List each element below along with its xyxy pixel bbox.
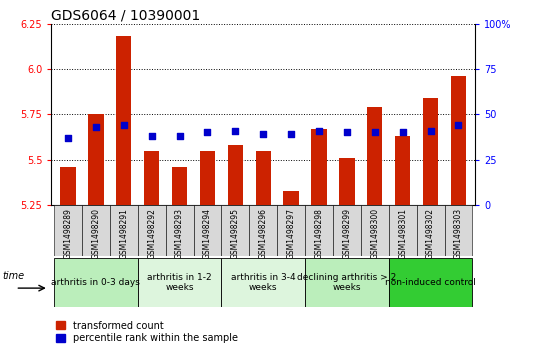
- FancyBboxPatch shape: [305, 205, 333, 256]
- Text: GSM1498295: GSM1498295: [231, 208, 240, 258]
- Point: [315, 128, 323, 134]
- FancyBboxPatch shape: [417, 205, 444, 256]
- Text: GDS6064 / 10390001: GDS6064 / 10390001: [51, 8, 200, 23]
- Bar: [60, 167, 76, 205]
- Bar: [312, 129, 327, 205]
- FancyBboxPatch shape: [389, 205, 417, 256]
- FancyBboxPatch shape: [389, 258, 472, 307]
- Point: [399, 130, 407, 135]
- Point: [287, 131, 295, 137]
- Bar: [423, 98, 438, 205]
- FancyBboxPatch shape: [277, 205, 305, 256]
- FancyBboxPatch shape: [82, 205, 110, 256]
- Legend: transformed count, percentile rank within the sample: transformed count, percentile rank withi…: [56, 321, 238, 343]
- Point: [119, 122, 128, 128]
- Text: GSM1498291: GSM1498291: [119, 208, 129, 258]
- Bar: [395, 136, 410, 205]
- Text: GSM1498292: GSM1498292: [147, 208, 156, 258]
- Point: [231, 128, 240, 134]
- Text: arthritis in 3-4
weeks: arthritis in 3-4 weeks: [231, 273, 295, 292]
- Text: GSM1498299: GSM1498299: [342, 208, 352, 258]
- FancyBboxPatch shape: [138, 205, 166, 256]
- FancyBboxPatch shape: [54, 205, 82, 256]
- FancyBboxPatch shape: [54, 258, 138, 307]
- Bar: [88, 114, 104, 205]
- FancyBboxPatch shape: [305, 258, 389, 307]
- FancyBboxPatch shape: [193, 205, 221, 256]
- Text: GSM1498303: GSM1498303: [454, 208, 463, 259]
- Text: time: time: [3, 272, 25, 281]
- Text: GSM1498290: GSM1498290: [91, 208, 100, 258]
- Bar: [172, 167, 187, 205]
- FancyBboxPatch shape: [221, 258, 305, 307]
- Bar: [144, 151, 159, 205]
- Bar: [339, 158, 355, 205]
- Point: [147, 133, 156, 139]
- FancyBboxPatch shape: [333, 205, 361, 256]
- Bar: [367, 107, 382, 205]
- Point: [203, 130, 212, 135]
- Point: [426, 128, 435, 134]
- FancyBboxPatch shape: [444, 205, 472, 256]
- Text: non-induced control: non-induced control: [385, 278, 476, 287]
- Text: GSM1498289: GSM1498289: [64, 208, 72, 258]
- Text: GSM1498300: GSM1498300: [370, 208, 379, 259]
- Bar: [228, 145, 243, 205]
- Point: [92, 124, 100, 130]
- Point: [342, 130, 351, 135]
- Bar: [451, 76, 466, 205]
- FancyBboxPatch shape: [361, 205, 389, 256]
- Text: GSM1498298: GSM1498298: [314, 208, 323, 258]
- FancyBboxPatch shape: [249, 205, 277, 256]
- Point: [176, 133, 184, 139]
- FancyBboxPatch shape: [138, 258, 221, 307]
- Text: GSM1498301: GSM1498301: [398, 208, 407, 258]
- FancyBboxPatch shape: [166, 205, 193, 256]
- Point: [64, 135, 72, 141]
- Text: GSM1498296: GSM1498296: [259, 208, 268, 258]
- Point: [370, 130, 379, 135]
- Text: GSM1498302: GSM1498302: [426, 208, 435, 258]
- Bar: [200, 151, 215, 205]
- Bar: [255, 151, 271, 205]
- Bar: [116, 36, 131, 205]
- Point: [454, 122, 463, 128]
- Point: [259, 131, 267, 137]
- Text: arthritis in 0-3 days: arthritis in 0-3 days: [51, 278, 140, 287]
- Text: GSM1498294: GSM1498294: [203, 208, 212, 258]
- Text: GSM1498293: GSM1498293: [175, 208, 184, 258]
- Text: GSM1498297: GSM1498297: [287, 208, 295, 258]
- Bar: [284, 191, 299, 205]
- Text: arthritis in 1-2
weeks: arthritis in 1-2 weeks: [147, 273, 212, 292]
- Text: declining arthritis > 2
weeks: declining arthritis > 2 weeks: [298, 273, 396, 292]
- FancyBboxPatch shape: [110, 205, 138, 256]
- FancyBboxPatch shape: [221, 205, 249, 256]
